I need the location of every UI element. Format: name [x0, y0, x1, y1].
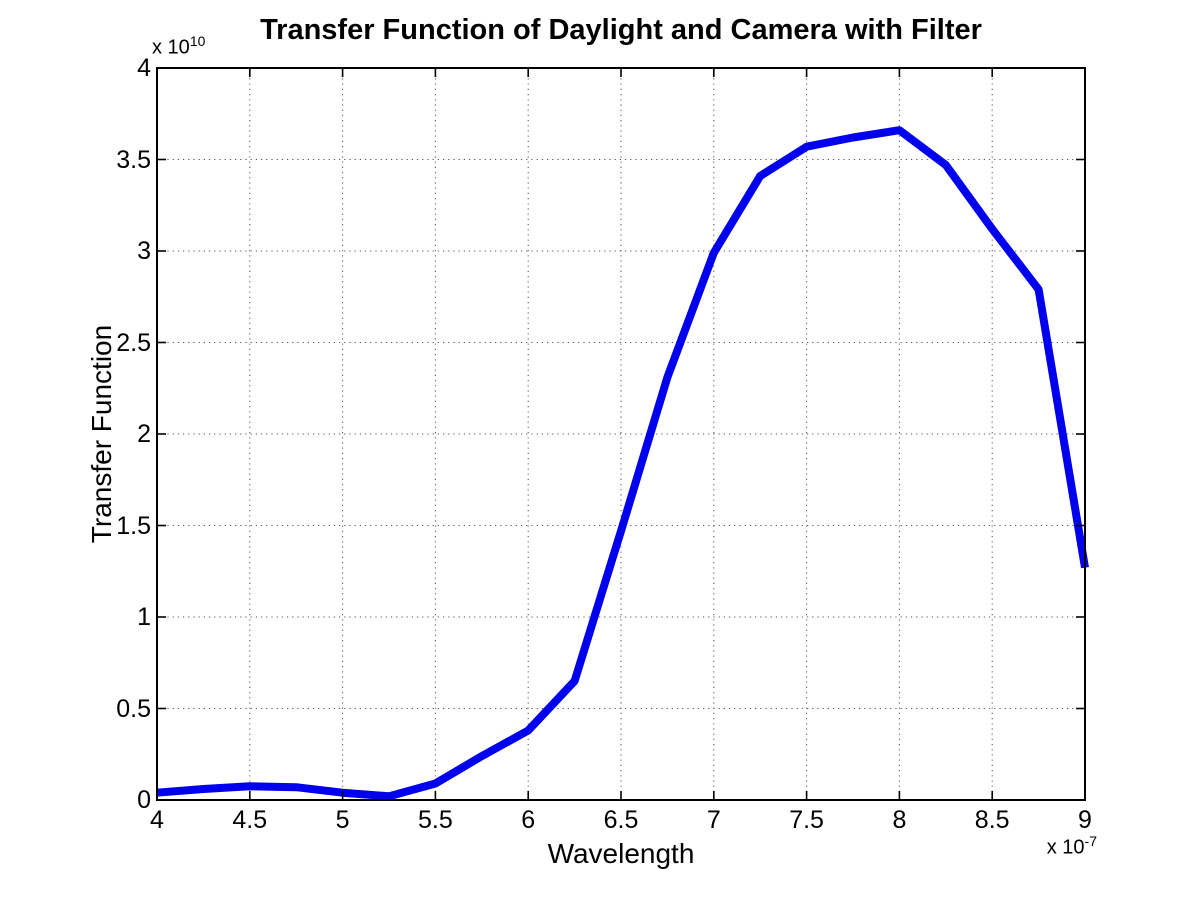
x-tick-label: 6 [521, 806, 536, 834]
x-scale-base: x 10 [1046, 836, 1085, 859]
y-tick-label: 1.5 [116, 511, 151, 540]
x-tick-label: 5.5 [418, 806, 453, 834]
y-tick-label: 3 [137, 237, 151, 265]
y-scale-exponent: 10 [189, 33, 206, 49]
y-tick-label: 0.5 [116, 694, 151, 723]
x-tick-label: 7.5 [789, 806, 824, 834]
x-tick-label: 7 [706, 806, 721, 834]
y-tick-label: 2.5 [116, 328, 151, 357]
y-tick-label: 4 [137, 54, 151, 82]
x-tick-label: 4 [150, 806, 164, 834]
x-tick-label: 8.5 [974, 806, 1010, 834]
x-axis-label: Wavelength [547, 838, 695, 869]
y-tick-label: 3.5 [116, 145, 151, 174]
x-tick-label: 4.5 [232, 806, 268, 834]
y-axis-scale-label: x 1010 [152, 33, 205, 60]
series-transfer-function [156, 126, 1089, 801]
y-tick-label: 0 [137, 786, 151, 814]
x-tick-label: 9 [1078, 806, 1092, 834]
x-tick-label: 6.5 [603, 806, 639, 834]
chart-title: Transfer Function of Daylight and Camera… [260, 14, 982, 46]
x-axis-scale-label: x 10-7 [1000, 833, 1097, 860]
axes-box [156, 67, 1086, 801]
x-tick-label: 8 [892, 806, 907, 834]
y-tick-label: 1 [137, 603, 151, 631]
y-tick-label: 2 [137, 420, 151, 448]
x-scale-exponent: -7 [1084, 833, 1097, 849]
y-scale-base: x 10 [152, 36, 190, 59]
x-tick-label: 5 [335, 806, 350, 834]
